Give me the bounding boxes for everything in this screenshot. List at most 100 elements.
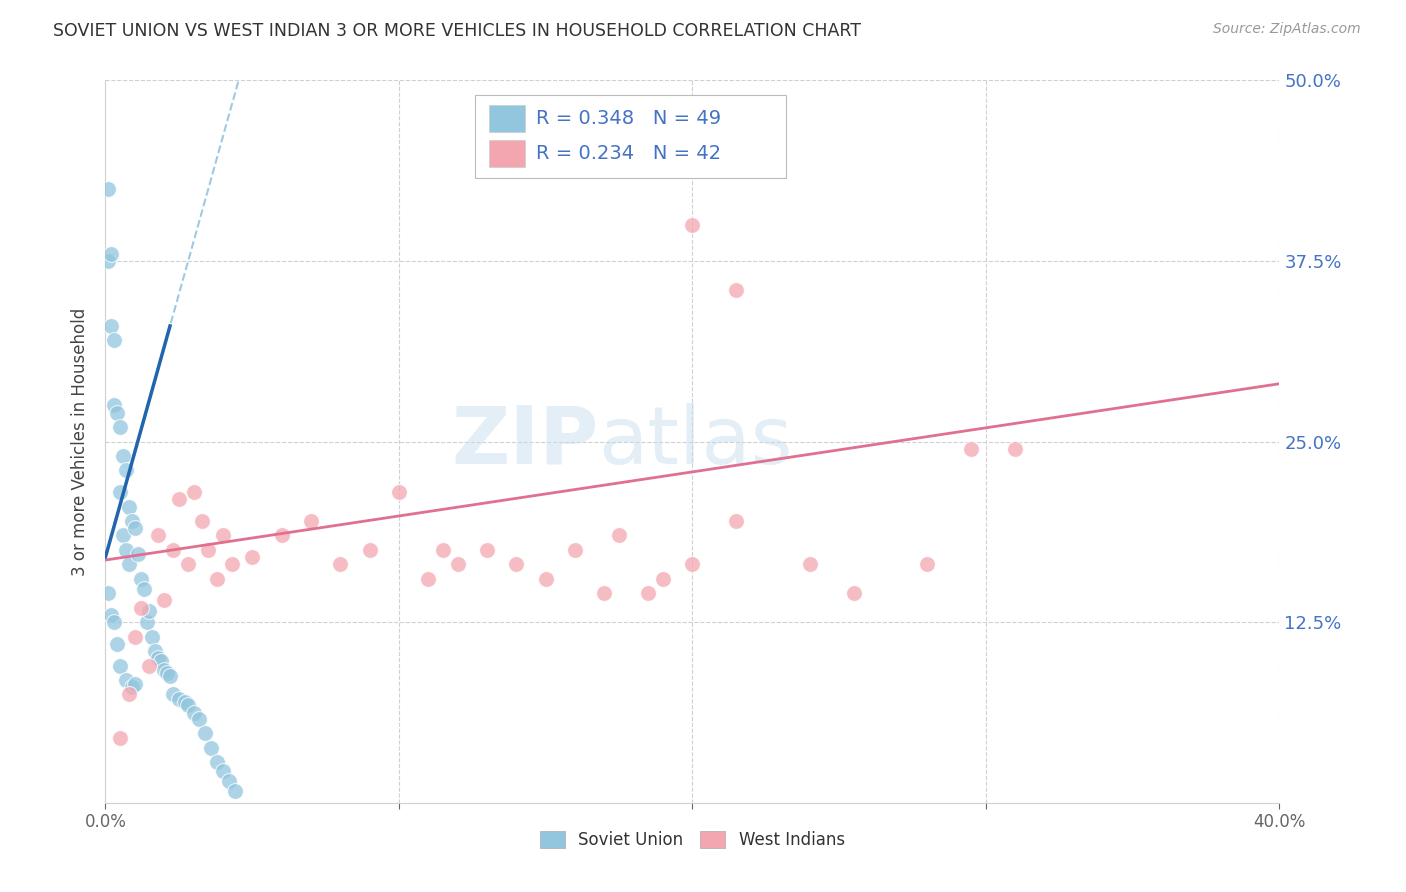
FancyBboxPatch shape [489, 105, 524, 132]
Point [118, 500, 141, 514]
Point [359, 542, 381, 557]
Point [156, 665, 179, 680]
Point [148, 651, 170, 665]
FancyBboxPatch shape [475, 95, 786, 178]
Text: Source: ZipAtlas.com: Source: ZipAtlas.com [1213, 22, 1361, 37]
Point [167, 691, 190, 706]
Point [205, 572, 228, 586]
Point [121, 680, 143, 694]
Point [108, 731, 131, 745]
Point [183, 706, 205, 721]
Point [194, 726, 217, 740]
Point [127, 547, 149, 561]
Point [299, 514, 322, 528]
Point [153, 663, 176, 677]
Point [725, 514, 748, 528]
Point [105, 637, 128, 651]
Point [607, 528, 630, 542]
Point [138, 604, 160, 618]
Point [1004, 442, 1026, 456]
Point [100, 246, 122, 260]
Point [124, 521, 146, 535]
Point [103, 615, 125, 630]
Point [183, 485, 205, 500]
Legend: Soviet Union, West Indians: Soviet Union, West Indians [533, 824, 852, 856]
Point [564, 542, 586, 557]
Point [115, 673, 138, 687]
Point [162, 542, 184, 557]
Point [153, 593, 176, 607]
Point [108, 420, 131, 434]
Point [100, 318, 122, 333]
Point [121, 514, 143, 528]
Point [124, 677, 146, 691]
Point [200, 740, 222, 755]
Point [118, 687, 141, 701]
Point [534, 572, 557, 586]
Point [960, 442, 983, 456]
Text: R = 0.348   N = 49: R = 0.348 N = 49 [536, 109, 721, 128]
Point [115, 463, 138, 477]
Point [112, 449, 135, 463]
Point [221, 558, 243, 572]
Point [329, 558, 352, 572]
Point [218, 774, 240, 789]
Point [97, 253, 120, 268]
Point [143, 644, 166, 658]
Text: ZIP: ZIP [451, 402, 599, 481]
Point [432, 542, 454, 557]
Point [682, 558, 704, 572]
Point [112, 528, 135, 542]
Point [652, 572, 675, 586]
Point [148, 528, 170, 542]
Y-axis label: 3 or more Vehicles in Household: 3 or more Vehicles in Household [72, 308, 90, 575]
Point [115, 542, 138, 557]
Point [97, 182, 120, 196]
Point [197, 542, 219, 557]
Point [593, 586, 616, 600]
Point [176, 558, 198, 572]
Point [105, 406, 128, 420]
Point [917, 558, 939, 572]
Point [97, 586, 120, 600]
Text: R = 0.234   N = 42: R = 0.234 N = 42 [536, 144, 721, 162]
Point [799, 558, 821, 572]
Point [388, 485, 411, 500]
Point [138, 658, 160, 673]
Point [150, 654, 173, 668]
Point [270, 528, 292, 542]
Point [637, 586, 659, 600]
Point [167, 492, 190, 507]
Point [725, 283, 748, 297]
Point [211, 528, 233, 542]
Point [135, 615, 157, 630]
Text: SOVIET UNION VS WEST INDIAN 3 OR MORE VEHICLES IN HOUSEHOLD CORRELATION CHART: SOVIET UNION VS WEST INDIAN 3 OR MORE VE… [53, 22, 862, 40]
Point [118, 558, 141, 572]
Point [108, 485, 131, 500]
FancyBboxPatch shape [489, 139, 524, 167]
Point [176, 698, 198, 712]
Point [682, 218, 704, 232]
Point [475, 542, 498, 557]
Point [124, 630, 146, 644]
Point [224, 784, 246, 798]
Point [505, 558, 527, 572]
Point [108, 658, 131, 673]
Point [100, 607, 122, 622]
Point [141, 630, 163, 644]
Point [132, 582, 155, 596]
Point [188, 712, 211, 726]
Point [129, 572, 152, 586]
Point [129, 600, 152, 615]
Point [103, 398, 125, 412]
Point [103, 334, 125, 348]
Text: atlas: atlas [599, 402, 793, 481]
Point [191, 514, 214, 528]
Point [159, 668, 181, 682]
Point [211, 764, 233, 778]
Point [205, 756, 228, 770]
Point [842, 586, 865, 600]
Point [418, 572, 440, 586]
Point [240, 550, 263, 565]
Point [173, 695, 195, 709]
